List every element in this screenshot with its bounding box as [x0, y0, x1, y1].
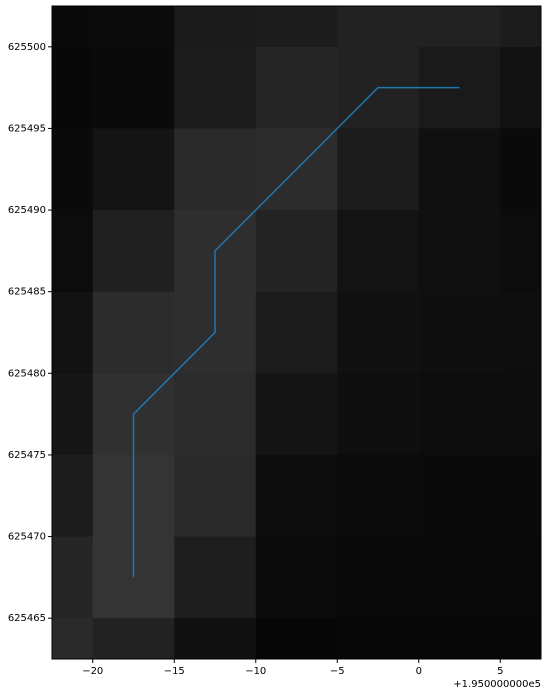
cell: [337, 210, 420, 293]
cell: [52, 291, 94, 374]
cell: [418, 536, 501, 619]
cell: [52, 536, 94, 619]
cell: [174, 454, 257, 538]
cell: [52, 128, 94, 211]
cell: [337, 128, 420, 211]
cell: [174, 536, 257, 619]
line: [132, 86, 460, 578]
cell: [418, 618, 501, 660]
cell: [418, 128, 501, 211]
cell: [418, 210, 501, 293]
y-tick-label: 625480: [8, 368, 46, 379]
cell: [92, 128, 175, 211]
cell: [92, 6, 175, 48]
cell: [418, 454, 501, 538]
cell: [174, 618, 257, 660]
cell: [92, 618, 175, 660]
cell: [500, 6, 542, 48]
cell: [500, 536, 542, 619]
x-tick-label: −15: [164, 666, 185, 677]
cell: [337, 6, 420, 48]
cell: [52, 46, 94, 129]
cell: [337, 454, 420, 538]
x-offset-label: +1.950000000e5: [453, 679, 541, 690]
cell: [500, 373, 542, 456]
cell: [500, 618, 542, 660]
y-tick-label: 625475: [8, 450, 46, 461]
cell: [52, 373, 94, 456]
cell: [418, 373, 501, 456]
cell: [255, 536, 338, 619]
cell: [418, 291, 501, 374]
cell: [500, 210, 542, 293]
x-tick-label: −10: [245, 666, 266, 677]
cell: [255, 291, 338, 374]
x-tick-label: −20: [82, 666, 103, 677]
cell: [418, 6, 501, 48]
cell: [52, 454, 94, 538]
image: [52, 6, 542, 660]
y-tick-label: 625465: [8, 613, 46, 624]
cell: [255, 210, 338, 293]
cell: [174, 46, 257, 129]
cell: [500, 46, 542, 129]
cell: [52, 6, 94, 48]
x-tick-label: 0: [416, 666, 422, 677]
y-tick-label: 625485: [8, 287, 46, 298]
cell: [255, 373, 338, 456]
cell: [255, 46, 338, 129]
cell: [52, 618, 94, 660]
y-tick-label: 625495: [8, 123, 46, 134]
cell: [337, 618, 420, 660]
x-tick-label: −5: [330, 666, 345, 677]
axes-frame: [51, 5, 542, 660]
cell: [255, 618, 338, 660]
cell: [255, 454, 338, 538]
cell: [337, 373, 420, 456]
cell: [174, 6, 257, 48]
cell: [174, 128, 257, 211]
cell: [92, 46, 175, 129]
cell: [500, 291, 542, 374]
y-tick-label: 625490: [8, 205, 46, 216]
cell: [337, 536, 420, 619]
cell: [337, 291, 420, 374]
y-tick-label: 625470: [8, 532, 46, 543]
cell: [255, 6, 338, 48]
cell: [52, 210, 94, 293]
cell: [500, 454, 542, 538]
cell: [174, 373, 257, 456]
cell: [92, 210, 175, 293]
y-tick-label: 625500: [8, 42, 46, 53]
cell: [500, 128, 542, 211]
x-tick-label: 5: [497, 666, 503, 677]
cell: [92, 291, 175, 374]
